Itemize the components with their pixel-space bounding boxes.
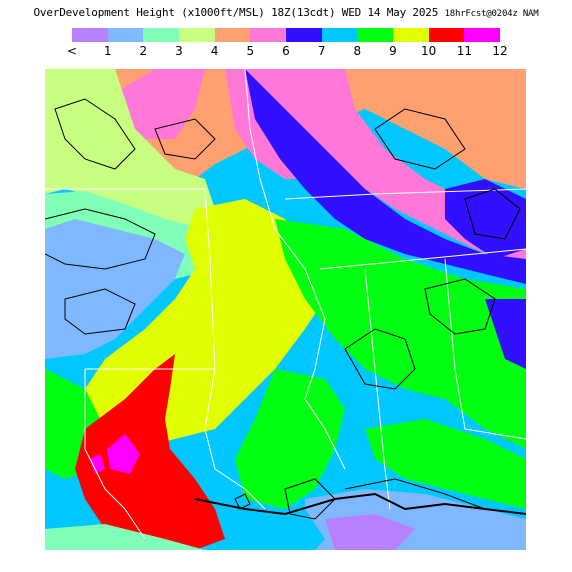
map-title-suffix: 18hrFcst@0204z NAM: [444, 9, 539, 19]
field-blue-band: [245, 69, 526, 284]
color-legend: [72, 28, 501, 42]
legend-label-2: 2: [139, 44, 148, 58]
legend-swatch-8: [357, 28, 394, 42]
field-blue-e: [485, 299, 526, 369]
legend-label-10: 10: [421, 44, 437, 58]
legend-swatch-6: [286, 28, 322, 42]
field-skyblue-west: [45, 219, 185, 359]
legend-label-12: 12: [492, 44, 508, 58]
legend-label-6: 6: [282, 44, 290, 58]
field-aqua-coast: [45, 524, 205, 550]
legend-labels: <1 2 3 4 5 6 7 8 9 10 11 12: [0, 44, 572, 58]
border-5: [274, 228, 346, 470]
border-9: [444, 258, 526, 440]
contour-1: [54, 98, 136, 170]
border-6: [284, 188, 526, 200]
contour-9: [154, 118, 216, 160]
legend-swatch-3: [179, 28, 215, 42]
contour-11: [464, 188, 521, 240]
legend-label-8: 8: [353, 44, 362, 58]
field-magenta-sw: [107, 434, 140, 474]
legend-label-11: 11: [456, 44, 472, 58]
legend-swatch-5: [250, 28, 287, 42]
field-green-east: [275, 219, 526, 449]
legend-swatch-11: [464, 28, 501, 42]
legend-swatch-2: [143, 28, 180, 42]
contour-7: [284, 478, 336, 520]
map-title: OverDevelopment Height (x1000ft/MSL) 18Z…: [0, 6, 572, 19]
contour-3: [64, 288, 136, 335]
legend-label-1: 1: [103, 44, 112, 58]
border-11: [204, 368, 266, 510]
contour-10: [374, 108, 466, 170]
contour-2: [45, 208, 156, 270]
contour-8: [234, 493, 251, 510]
legend-swatch-0: [72, 28, 108, 42]
legend-swatch-10: [428, 28, 465, 42]
legend-label-7: 7: [317, 44, 326, 58]
field-red-sw: [75, 354, 225, 550]
field-magenta-sw2: [90, 454, 105, 474]
field-green-se: [365, 419, 526, 509]
border-4: [244, 69, 276, 230]
field-cyan-gulf: [245, 509, 325, 550]
border-2: [204, 188, 216, 370]
legend-label-4: 4: [210, 44, 219, 58]
field-lavender-gulf: [325, 514, 415, 550]
contour-4: [344, 328, 416, 390]
contour-5: [424, 278, 496, 335]
legend-swatch-9: [393, 28, 429, 42]
border-10: [84, 369, 146, 540]
legend-label-5: 5: [246, 44, 255, 58]
coastline: [194, 492, 526, 516]
border-8: [364, 268, 391, 510]
legend-swatch-1: [107, 28, 144, 42]
state-borders: [45, 69, 526, 540]
legend-label-3: 3: [175, 44, 183, 58]
legend-swatch-4: [214, 28, 251, 42]
legend-label-9: 9: [389, 44, 397, 58]
field-orange-north: [105, 69, 526, 189]
map-title-main: OverDevelopment Height (x1000ft/MSL) 18Z…: [33, 6, 439, 19]
legend-swatch-7: [321, 28, 358, 42]
overdevelopment-map: [45, 69, 526, 550]
legend-label-0: <: [66, 44, 78, 58]
border-7: [319, 248, 526, 270]
field-green-lower: [235, 369, 345, 509]
